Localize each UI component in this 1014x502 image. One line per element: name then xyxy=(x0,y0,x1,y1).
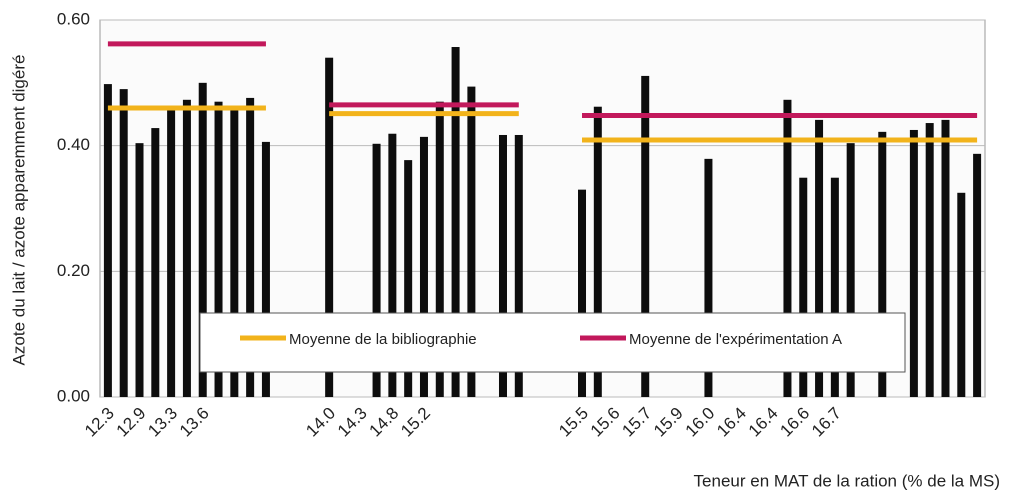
x-tick-label: 16.7 xyxy=(808,404,845,441)
y-tick-label: 0.20 xyxy=(57,261,90,280)
bar xyxy=(135,143,144,397)
x-tick-label: 14.0 xyxy=(302,404,339,441)
x-tick-label: 16.4 xyxy=(745,404,782,441)
bar xyxy=(119,89,128,397)
legend-box xyxy=(199,312,906,373)
x-tick-label: 15.9 xyxy=(650,404,687,441)
bar xyxy=(372,143,381,397)
bar xyxy=(941,119,950,397)
bar xyxy=(230,107,239,397)
bar xyxy=(167,107,176,397)
bar xyxy=(641,75,650,398)
bar xyxy=(973,153,982,397)
bar xyxy=(593,106,602,398)
bar xyxy=(451,47,460,397)
y-tick-label: 0.40 xyxy=(57,135,90,154)
x-tick-label: 14.3 xyxy=(334,404,371,441)
x-tick-label: 14.8 xyxy=(366,404,403,441)
bar xyxy=(214,101,223,397)
bar xyxy=(878,131,887,398)
bar xyxy=(498,134,507,398)
x-tick-label: 15.6 xyxy=(587,404,624,441)
y-axis-title: Azote du lait / azote apparemment digéré xyxy=(9,55,28,366)
legend-label: Moyenne de l'expérimentation A xyxy=(629,331,842,348)
bar xyxy=(846,143,855,397)
bar xyxy=(830,177,839,397)
bar xyxy=(103,84,112,397)
y-tick-label: 0.60 xyxy=(57,9,90,28)
bar xyxy=(325,57,334,397)
bar xyxy=(261,141,270,397)
x-tick-label: 15.7 xyxy=(618,404,655,441)
bar xyxy=(182,99,191,397)
bar xyxy=(435,101,444,397)
y-tick-label: 0.00 xyxy=(57,386,90,405)
bar xyxy=(925,123,934,398)
bar xyxy=(704,158,713,397)
x-tick-label: 15.5 xyxy=(555,404,592,441)
bar xyxy=(815,119,824,397)
bar xyxy=(799,177,808,397)
bar xyxy=(388,133,397,397)
bar xyxy=(957,192,966,397)
x-tick-label: 16.0 xyxy=(682,404,719,441)
x-tick-label: 12.3 xyxy=(81,404,118,441)
average-line xyxy=(107,41,978,119)
average-line xyxy=(107,105,978,143)
x-tick-label: 15.2 xyxy=(397,404,434,441)
x-axis-title: Teneur en MAT de la ration (% de la MS) xyxy=(694,471,1000,490)
legend-label: Moyenne de la bibliographie xyxy=(289,331,477,348)
bar xyxy=(467,86,476,397)
bar xyxy=(151,128,160,397)
bar xyxy=(514,134,523,398)
x-tick-label: 16.6 xyxy=(776,404,813,441)
x-tick-label: 13.3 xyxy=(144,404,181,441)
bar xyxy=(578,189,587,397)
x-tick-label: 12.9 xyxy=(113,404,150,441)
bar xyxy=(198,82,207,397)
x-tick-label: 16.4 xyxy=(713,404,750,441)
bar xyxy=(404,160,413,397)
bar xyxy=(419,136,428,397)
x-tick-label: 13.6 xyxy=(176,404,213,441)
bar xyxy=(246,97,255,397)
bar xyxy=(783,99,792,397)
bar xyxy=(909,129,918,398)
